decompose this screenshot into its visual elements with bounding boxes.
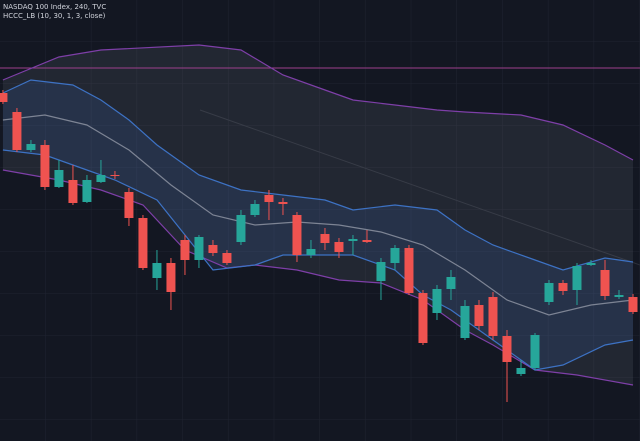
candle-body (516, 368, 526, 374)
candle-body (166, 263, 176, 292)
plot (0, 44, 640, 402)
candle-body (54, 170, 64, 187)
candle-body (222, 253, 232, 263)
candle-body (292, 215, 302, 255)
candle-body (376, 262, 386, 281)
band-line (2, 44, 634, 161)
candle-body (26, 144, 36, 150)
candle-body (544, 283, 554, 302)
candle-body (82, 180, 92, 202)
candle-body (138, 218, 148, 268)
candle-body (110, 175, 120, 176)
candle-body (124, 192, 134, 218)
candle-body (334, 242, 344, 252)
candle-body (530, 335, 540, 368)
candle-body (68, 180, 78, 203)
candle-body (362, 240, 372, 242)
candle-body (96, 175, 106, 182)
candle-body (432, 289, 442, 313)
chart-title: NASDAQ 100 Index, 240, TVC (3, 3, 106, 11)
candle-body (572, 266, 582, 290)
candle-body (474, 305, 484, 326)
candle-body (446, 277, 456, 289)
band-line (2, 169, 634, 386)
candle-body (40, 145, 50, 187)
candle-body (348, 239, 358, 241)
candle-body (488, 297, 498, 336)
band-fill (2, 45, 633, 385)
candle-body (278, 202, 288, 204)
candle-body (180, 240, 190, 260)
band-line (2, 79, 634, 271)
candle-body (460, 306, 470, 338)
candle-body (390, 248, 400, 263)
candle-body (0, 93, 8, 102)
candle-body (236, 215, 246, 242)
candle-body (586, 263, 596, 265)
indicator-label: HCCC_LB (10, 30, 1, 3, close) (3, 12, 106, 20)
candle-body (418, 293, 428, 343)
band-fill (2, 80, 633, 370)
candle-body (320, 234, 330, 243)
candle-body (628, 297, 638, 312)
candle-body (194, 237, 204, 260)
candle-body (264, 195, 274, 202)
candle-body (250, 204, 260, 215)
candle-body (12, 112, 22, 150)
band-line (2, 114, 634, 316)
candle-body (152, 263, 162, 278)
candle-body (600, 270, 610, 296)
candle-body (208, 245, 218, 253)
candle-body (306, 249, 316, 255)
candle-body (404, 248, 414, 293)
candle-body (558, 283, 568, 291)
candle-body (614, 295, 624, 297)
candle-body (502, 336, 512, 362)
trend-line (199, 109, 640, 266)
